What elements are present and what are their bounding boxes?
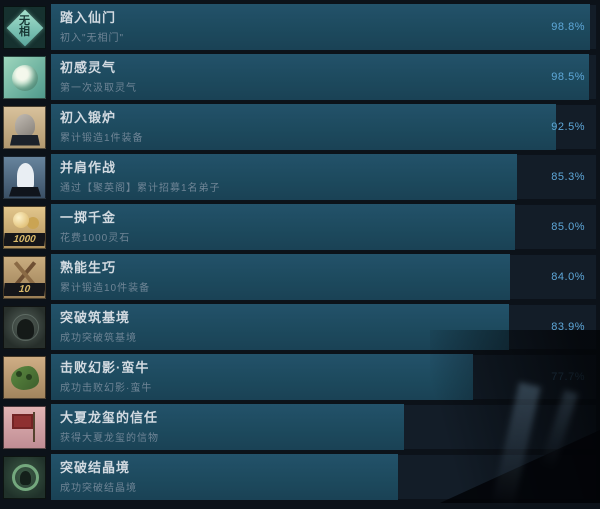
achievement-title: 突破筑基境 [60,310,131,325]
progress-bar-track: 突破筑基境 成功突破筑基境 83.9% [51,304,597,350]
global-percentage: 92.5% [551,121,585,133]
achievement-description: 获得大夏龙玺的信物 [60,433,159,444]
sect-diamond-icon: 无相 [3,5,46,49]
coins-1000-icon: 1000 [3,205,46,249]
crystal-realm-icon [3,455,46,499]
achievement-title: 突破结晶境 [60,460,131,475]
achievement-row: 10 熟能生巧 累计锻造10件装备 84.0% [3,254,597,300]
achievement-title: 击败幻影·蛮牛 [60,360,150,375]
icon-label: 无相 [19,15,30,38]
global-percentage: 98.5% [551,71,585,83]
progress-bar-track: 并肩作战 通过【聚英阁】累计招募1名弟子 85.3% [51,154,597,200]
forge-helmet-icon [3,105,46,149]
achievement-description: 累计锻造1件装备 [60,133,144,144]
progress-bar-track: 大夏龙玺的信任 获得大夏龙玺的信物 [51,404,597,450]
achievement-row: 初感灵气 第一次汲取灵气 98.5% [3,54,597,100]
global-percentage: 83.9% [551,321,585,333]
crossed-swords-10-icon: 10 [3,255,46,299]
achievement-title: 并肩作战 [60,160,117,175]
global-percentage: 85.3% [551,171,585,183]
global-percentage: 85.0% [551,221,585,233]
achievement-title: 熟能生巧 [60,260,117,275]
progress-bar-fill [51,454,399,500]
achievement-description: 累计锻造10件装备 [60,283,151,294]
achievement-row: 1000 一掷千金 花费1000灵石 85.0% [3,204,597,250]
disciple-figure-icon [3,155,46,199]
achievement-description: 第一次汲取灵气 [60,83,137,94]
global-percentage: 98.8% [551,21,585,33]
icon-label: 10 [4,282,45,296]
progress-bar-track: 踏入仙门 初入"无相门" 98.8% [51,4,597,50]
meditation-figure-icon [3,305,46,349]
progress-bar-fill [51,404,405,450]
achievement-description: 初入"无相门" [60,33,125,44]
progress-bar-fill [51,154,517,200]
progress-bar-fill [51,354,473,400]
progress-bar-fill [51,204,516,250]
achievement-description: 花费1000灵石 [60,233,131,244]
bull-phantom-icon [3,355,46,399]
progress-bar-track: 一掷千金 花费1000灵石 85.0% [51,204,597,250]
achievement-row: 突破结晶境 成功突破结晶境 [3,454,597,500]
achievement-row: 突破筑基境 成功突破筑基境 83.9% [3,304,597,350]
achievement-row: 击败幻影·蛮牛 成功击败幻影·蛮牛 77.7% [3,354,597,400]
progress-bar-fill [51,4,591,50]
achievement-title: 一掷千金 [60,210,117,225]
progress-bar-track: 初感灵气 第一次汲取灵气 98.5% [51,54,597,100]
achievement-title: 初入锻炉 [60,110,117,125]
achievement-row: 大夏龙玺的信任 获得大夏龙玺的信物 [3,404,597,450]
global-percentage: 84.0% [551,271,585,283]
achievement-description: 成功击败幻影·蛮牛 [60,383,153,394]
achievement-title: 踏入仙门 [60,10,117,25]
achievement-description: 成功突破结晶境 [60,483,137,494]
progress-bar-track: 击败幻影·蛮牛 成功击败幻影·蛮牛 77.7% [51,354,597,400]
achievement-description: 通过【聚英阁】累计招募1名弟子 [60,183,221,194]
achievement-row: 初入锻炉 累计锻造1件装备 92.5% [3,104,597,150]
spirit-qi-swirl-icon [3,55,46,99]
global-percentage: 77.7% [551,371,585,383]
achievement-row: 并肩作战 通过【聚英阁】累计招募1名弟子 85.3% [3,154,597,200]
trust-flag-icon [3,405,46,449]
achievement-title: 初感灵气 [60,60,117,75]
progress-bar-fill [51,54,589,100]
progress-bar-track: 熟能生巧 累计锻造10件装备 84.0% [51,254,597,300]
progress-bar-fill [51,254,510,300]
progress-bar-track: 突破结晶境 成功突破结晶境 [51,454,597,500]
achievement-description: 成功突破筑基境 [60,333,137,344]
icon-label: 1000 [4,232,45,246]
progress-bar-track: 初入锻炉 累计锻造1件装备 92.5% [51,104,597,150]
achievement-title: 大夏龙玺的信任 [60,410,159,425]
achievement-row: 无相 踏入仙门 初入"无相门" 98.8% [3,4,597,50]
progress-bar-fill [51,104,557,150]
